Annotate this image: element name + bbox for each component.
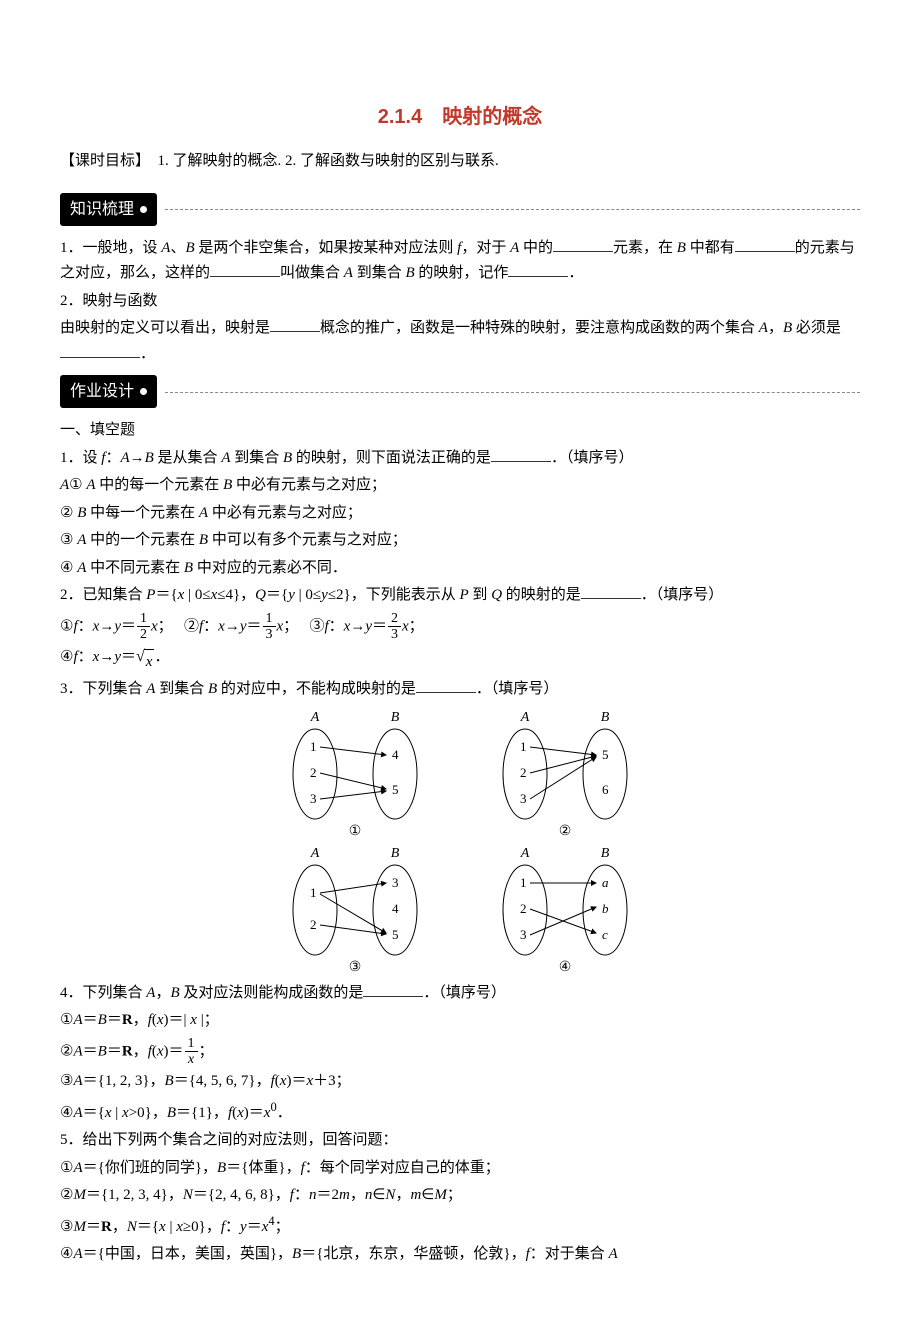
blank	[416, 677, 476, 693]
q4-opt1: ①A＝B＝R，f(x)＝| x |；	[60, 1008, 860, 1034]
q4-opt2: ②A＝B＝R，f(x)＝1x；	[60, 1036, 860, 1068]
svg-text:③: ③	[349, 960, 362, 975]
svg-text:1: 1	[310, 885, 317, 900]
blank	[735, 236, 795, 252]
mapping-diagram-4: A B 1 2 3 a b c ④	[490, 845, 640, 975]
diagram-row-2: A B 1 2 3 4 5 ③ A B 1 2 3 a b c ④	[60, 845, 860, 975]
mapping-diagram-2: A B 1 2 3 5 6 ②	[490, 709, 640, 839]
sqrt: √x	[136, 649, 154, 676]
svg-text:4: 4	[392, 747, 399, 762]
svg-text:4: 4	[392, 901, 399, 916]
blank	[491, 446, 551, 462]
svg-text:2: 2	[310, 917, 317, 932]
svg-text:B: B	[391, 710, 400, 725]
diagram-row-1: A B 1 2 3 4 5 ① A B 1 2 3 5 6 ②	[60, 709, 860, 839]
section1-label: 知识梳理	[70, 196, 134, 223]
svg-text:5: 5	[392, 927, 399, 942]
svg-text:a: a	[602, 875, 609, 890]
svg-text:3: 3	[310, 791, 317, 806]
frac-third: 13	[263, 611, 276, 643]
k1: 1．一般地，设 A、B 是两个非空集合，如果按某种对应法则 f，对于 A 中的元…	[60, 236, 860, 287]
objective-text: 1. 了解映射的概念. 2. 了解函数与映射的区别与联系.	[143, 153, 499, 169]
q1-opt1: A①A 中的每一个元素在 B 中必有元素与之对应；① A 中的每一个元素在 B …	[60, 473, 860, 499]
q5-opt1: ①A＝{你们班的同学}，B＝{体重}，f：每个同学对应自己的体重；	[60, 1156, 860, 1182]
svg-text:c: c	[602, 927, 608, 942]
svg-text:2: 2	[520, 765, 527, 780]
blank	[210, 261, 280, 277]
svg-text:1: 1	[310, 739, 317, 754]
svg-text:B: B	[601, 846, 610, 861]
q4-opt3: ③A＝{1, 2, 3}，B＝{4, 5, 6, 7}，f(x)＝x＋3；	[60, 1069, 860, 1095]
svg-text:①: ①	[349, 824, 362, 839]
q1: 1．设 f：A→B 是从集合 A 到集合 B 的映射，则下面说法正确的是．（填序…	[60, 446, 860, 472]
blank	[553, 236, 613, 252]
svg-text:3: 3	[392, 875, 399, 890]
svg-text:2: 2	[310, 765, 317, 780]
dot-icon	[140, 388, 147, 395]
svg-text:5: 5	[602, 747, 609, 762]
q2-options-line2: ④f：x→y＝√x．	[60, 645, 860, 676]
blank	[270, 316, 320, 332]
q5-opt3: ③M＝R，N＝{x | x≥0}，f：y＝x4；	[60, 1211, 860, 1241]
page-title: 2.1.4 映射的概念	[60, 100, 860, 134]
k2-body: 由映射的定义可以看出，映射是概念的推广，函数是一种特殊的映射，要注意构成函数的两…	[60, 316, 860, 367]
blank	[581, 583, 641, 599]
svg-text:A: A	[310, 710, 320, 725]
svg-text:A: A	[520, 846, 530, 861]
mapping-diagram-1: A B 1 2 3 4 5 ①	[280, 709, 430, 839]
svg-text:A: A	[520, 710, 530, 725]
objective-label: 【课时目标】	[60, 152, 143, 169]
svg-text:④: ④	[559, 960, 572, 975]
section2-label: 作业设计	[70, 378, 134, 405]
q1-opt3: ③ A 中的一个元素在 B 中可以有多个元素与之对应；	[60, 528, 860, 554]
svg-text:1: 1	[520, 739, 527, 754]
svg-text:6: 6	[602, 782, 609, 797]
svg-text:A: A	[310, 846, 320, 861]
svg-text:B: B	[601, 710, 610, 725]
q4: 4．下列集合 A，B 及对应法则能构成函数的是．（填序号）	[60, 981, 860, 1007]
blank	[508, 261, 568, 277]
blank	[363, 981, 423, 997]
objective: 【课时目标】 1. 了解映射的概念. 2. 了解函数与映射的区别与联系.	[60, 148, 860, 175]
frac-twothird: 23	[388, 611, 401, 643]
q1-opt4: ④ A 中不同元素在 B 中对应的元素必不同．	[60, 556, 860, 582]
dot-icon	[140, 206, 147, 213]
dash-line	[165, 391, 860, 393]
svg-text:②: ②	[559, 824, 572, 839]
q5-opt2: ②M＝{1, 2, 3, 4}，N＝{2, 4, 6, 8}，f：n＝2m，n∈…	[60, 1183, 860, 1209]
q1-opt2: ② B 中每一个元素在 A 中必有元素与之对应；	[60, 501, 860, 527]
q3: 3．下列集合 A 到集合 B 的对应中，不能构成映射的是．（填序号）	[60, 677, 860, 703]
svg-text:1: 1	[520, 875, 527, 890]
svg-text:B: B	[391, 846, 400, 861]
k2-title: 2．映射与函数	[60, 289, 860, 315]
svg-text:b: b	[602, 901, 609, 916]
fill-heading: 一、填空题	[60, 418, 860, 444]
svg-text:3: 3	[520, 927, 527, 942]
q2: 2．已知集合 P＝{x | 0≤x≤4}，Q＝{y | 0≤y≤2}，下列能表示…	[60, 583, 860, 609]
blank	[60, 342, 140, 358]
svg-text:3: 3	[520, 791, 527, 806]
section-homework: 作业设计	[60, 375, 860, 408]
q5: 5．给出下列两个集合之间的对应法则，回答问题：	[60, 1128, 860, 1154]
section-knowledge: 知识梳理	[60, 193, 860, 226]
frac-half: 12	[137, 611, 150, 643]
svg-text:2: 2	[520, 901, 527, 916]
mapping-diagram-3: A B 1 2 3 4 5 ③	[280, 845, 430, 975]
svg-text:5: 5	[392, 782, 399, 797]
q5-opt4: ④A＝{中国，日本，美国，英国}，B＝{北京，东京，华盛顿，伦敦}，f：对于集合…	[60, 1242, 860, 1268]
q2-options-line1: ①f：x→y＝12x； ②f：x→y＝13x； ③f：x→y＝23x；	[60, 611, 860, 643]
dash-line	[165, 208, 860, 210]
q4-opt4: ④A＝{x | x>0}，B＝{1}，f(x)＝x0．	[60, 1097, 860, 1127]
